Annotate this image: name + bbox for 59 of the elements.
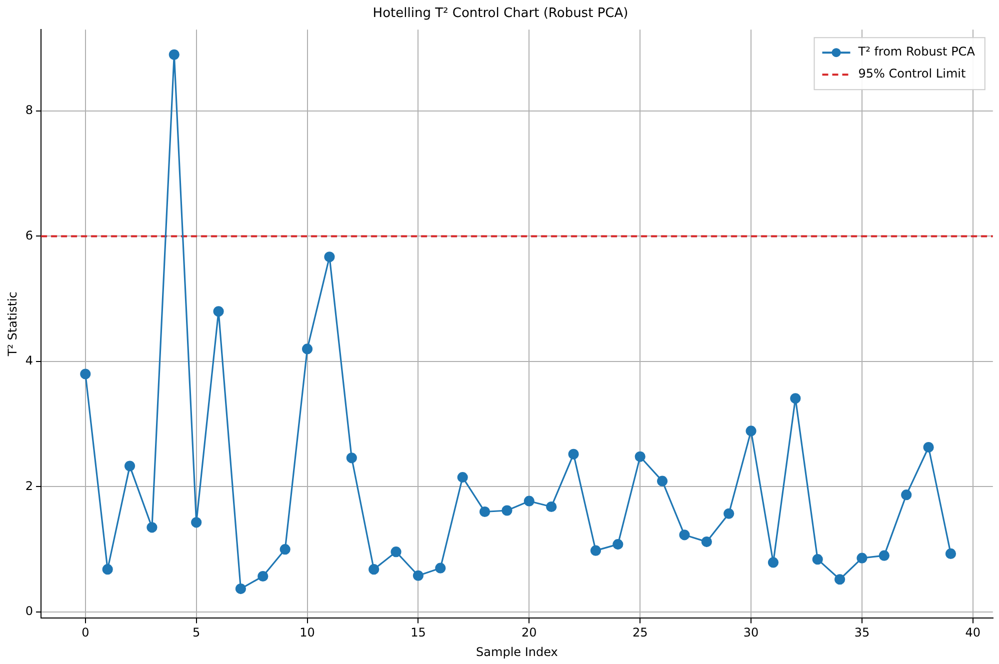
point — [191, 517, 202, 528]
point — [923, 442, 934, 453]
point — [768, 557, 779, 568]
x-tick-label: 0 — [82, 626, 90, 640]
point — [812, 554, 823, 565]
y-tick-label: 2 — [25, 478, 34, 493]
point — [546, 501, 557, 512]
point — [412, 570, 424, 581]
x-axis-title: Sample Index — [476, 644, 558, 659]
point — [280, 544, 290, 555]
x-tick-label: 30 — [743, 626, 759, 640]
point — [102, 564, 113, 575]
point — [878, 550, 890, 561]
point — [701, 536, 712, 548]
point — [856, 552, 868, 564]
x-tick-label: 10 — [300, 626, 315, 640]
point — [80, 368, 91, 380]
point — [258, 570, 268, 582]
point — [590, 545, 602, 556]
legend-label: T² from Robust PCA — [857, 44, 976, 59]
point — [679, 530, 690, 540]
point — [657, 476, 668, 486]
point — [302, 344, 313, 354]
point — [834, 574, 846, 585]
point — [235, 583, 246, 594]
y-axis-title: T² Statistic — [5, 292, 20, 358]
legend-label: 95% Control Limit — [858, 66, 966, 81]
x-tick-label: 5 — [192, 626, 200, 640]
y-tick-label: 8 — [25, 103, 34, 118]
point — [790, 393, 801, 404]
point — [390, 546, 402, 558]
point — [901, 490, 912, 500]
point — [524, 496, 534, 506]
chart-title: Hotelling T² Control Chart (Robust PCA) — [372, 6, 628, 22]
point — [346, 452, 357, 464]
x-tick-label: 40 — [965, 626, 981, 640]
point — [479, 506, 490, 518]
point — [568, 448, 579, 460]
point — [213, 306, 224, 317]
point — [457, 472, 468, 483]
point — [146, 522, 158, 533]
point — [612, 539, 624, 550]
point — [124, 460, 136, 472]
point — [435, 562, 446, 574]
point — [945, 548, 956, 560]
point — [746, 426, 756, 436]
point — [324, 252, 335, 262]
x-tick-label: 20 — [522, 626, 537, 640]
point — [168, 49, 180, 60]
x-tick-label: 35 — [854, 626, 870, 640]
x-tick-label: 25 — [632, 626, 648, 640]
y-tick-label: 4 — [25, 354, 34, 368]
point — [502, 505, 512, 516]
x-tick-label: 15 — [410, 626, 426, 640]
point — [634, 451, 646, 462]
point — [368, 564, 380, 575]
y-tick-label: 0 — [25, 604, 34, 618]
point — [724, 508, 734, 519]
y-tick-label: 6 — [25, 228, 34, 242]
